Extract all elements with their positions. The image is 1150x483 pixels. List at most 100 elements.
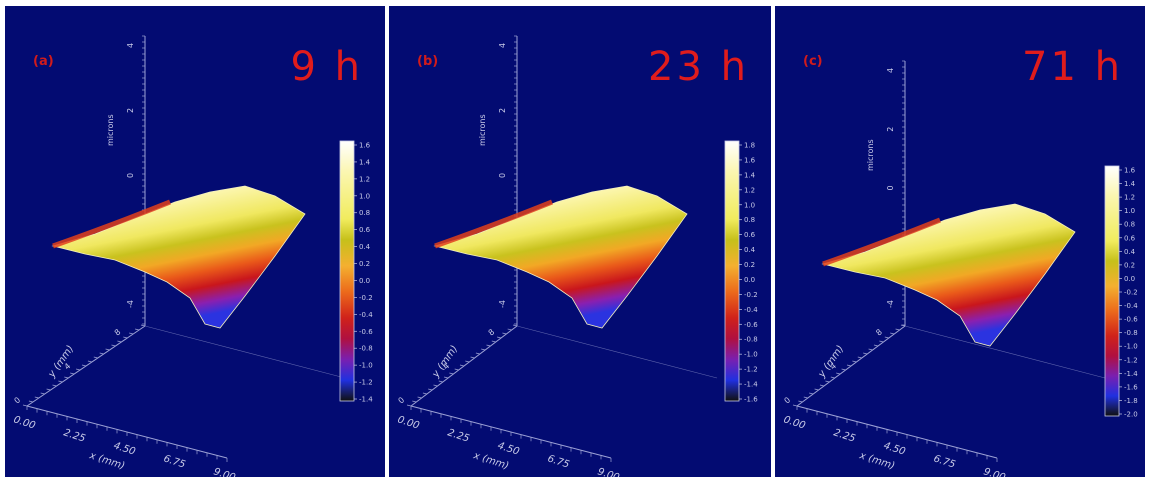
x-tick-label: 4.50 [112, 440, 137, 457]
colorbar-tick-label: 0.4 [744, 246, 756, 254]
colorbar-tick-label: -0.4 [359, 311, 373, 319]
z-tick-label: 4 [126, 43, 135, 48]
colorbar-tick-label: -0.2 [359, 294, 373, 302]
colorbar-tick-label: 0.8 [359, 209, 370, 217]
x-axis-back [144, 325, 346, 379]
colorbar-tick-label: -0.8 [1124, 329, 1138, 337]
panel-label: (a) [33, 54, 54, 69]
z-axis-title: microns [478, 114, 487, 146]
colorbar-tick-label: 0.8 [744, 216, 755, 224]
colorbar [1104, 165, 1120, 417]
y-tick-label: 0 [397, 395, 407, 405]
y-tick-label: 8 [113, 327, 123, 337]
colorbar-tick-label: 0.2 [1124, 261, 1135, 269]
colorbar-tick-label: 0.6 [359, 226, 371, 234]
colorbar [724, 140, 740, 402]
y-tick-label: 8 [874, 327, 884, 337]
surface-edge [434, 199, 553, 249]
surface-edge [822, 217, 941, 267]
colorbar-tick-label: -0.2 [1124, 289, 1138, 297]
colorbar-tick-label: 0.6 [1124, 234, 1136, 242]
surface [433, 185, 688, 329]
colorbar-tick-label: -1.8 [1124, 397, 1138, 405]
colorbar-tick-label: -0.6 [359, 328, 373, 336]
z-tick-label: 2 [886, 127, 895, 132]
colorbar-tick-label: -0.6 [1124, 316, 1138, 324]
colorbar-tick-label: 1.0 [1124, 207, 1135, 215]
colorbar-tick-label: -1.0 [1124, 343, 1138, 351]
panel-label: (b) [417, 54, 439, 69]
colorbar-tick-label: -1.0 [359, 362, 373, 370]
x-tick-label: 9.00 [982, 466, 1007, 477]
colorbar-tick-label: 1.2 [359, 175, 370, 183]
colorbar-tick-label: -1.6 [744, 396, 758, 404]
colorbar-tick-label: -0.2 [744, 291, 758, 299]
x-tick-label: 0.00 [12, 414, 37, 431]
z-tick-label: 0 [498, 173, 507, 178]
colorbar-tick-label: 1.6 [1124, 167, 1136, 175]
z-tick-label: -4 [498, 300, 507, 308]
y-tick-label: 4 [63, 361, 73, 371]
x-tick-label: 4.50 [882, 440, 907, 457]
colorbar-tick-label: 0.4 [1124, 248, 1136, 256]
y-tick-label: 4 [828, 361, 838, 371]
colorbar [339, 140, 355, 402]
colorbar-tick-label: -0.4 [744, 306, 758, 314]
x-axis-back [904, 325, 1106, 379]
x-tick-label: 0.00 [396, 414, 421, 431]
x-tick-label: 9.00 [212, 466, 237, 477]
colorbar-tick-label: 0.0 [744, 276, 755, 284]
y-axis-title: y (mm) [816, 344, 846, 381]
colorbar-tick-label: 1.4 [359, 158, 371, 166]
x-tick-label: 6.75 [546, 453, 571, 470]
x-tick-label: 9.00 [596, 466, 621, 477]
z-tick-label: 2 [126, 108, 135, 113]
x-tick-label: 6.75 [162, 453, 187, 470]
z-tick-label: 4 [498, 43, 507, 48]
z-tick-label: 4 [886, 68, 895, 73]
x-tick-label: 2.25 [62, 427, 87, 444]
colorbar-tick-label: 0.2 [359, 260, 370, 268]
x-tick-label: 2.25 [446, 427, 471, 444]
y-tick-label: 0 [13, 395, 23, 405]
colorbar-tick-label: 1.4 [1124, 180, 1136, 188]
time-label: 9 h [290, 44, 363, 90]
z-axis-title: microns [866, 139, 875, 171]
colorbar-tick-label: -1.0 [744, 351, 758, 359]
colorbar-tick-label: -1.2 [359, 379, 373, 387]
colorbar-tick-label: 0.2 [744, 261, 755, 269]
time-label: 71 h [1022, 44, 1123, 90]
colorbar-tick-label: 1.6 [359, 142, 371, 150]
colorbar-tick-label: -1.2 [744, 366, 758, 374]
colorbar-tick-label: -1.6 [1124, 383, 1138, 391]
y-tick-label: 8 [487, 327, 497, 337]
colorbar-tick-label: 0.6 [744, 231, 756, 239]
x-axis-back [516, 325, 718, 379]
x-tick-label: 0.00 [782, 414, 807, 431]
surface [821, 203, 1076, 347]
y-tick-label: 4 [442, 361, 452, 371]
y-tick-label: 0 [783, 395, 793, 405]
panel-label: (c) [803, 54, 823, 69]
colorbar-tick-label: 0.4 [359, 243, 371, 251]
colorbar-tick-label: -1.4 [744, 381, 758, 389]
z-tick-label: -4 [886, 300, 895, 308]
x-tick-label: 4.50 [496, 440, 521, 457]
x-tick-label: 6.75 [932, 453, 957, 470]
colorbar-tick-label: 0.0 [359, 277, 370, 285]
colorbar-tick-label: -0.8 [744, 336, 758, 344]
colorbar-tick-label: 1.2 [1124, 194, 1135, 202]
colorbar-tick-label: -1.4 [359, 396, 373, 404]
z-tick-label: -4 [126, 300, 135, 308]
z-tick-label: 0 [886, 185, 895, 190]
colorbar-tick-label: 0.0 [1124, 275, 1135, 283]
colorbar-tick-label: -1.4 [1124, 370, 1138, 378]
colorbar-tick-label: -0.8 [359, 345, 373, 353]
colorbar-tick-label: 1.0 [359, 192, 370, 200]
surface [51, 185, 306, 329]
